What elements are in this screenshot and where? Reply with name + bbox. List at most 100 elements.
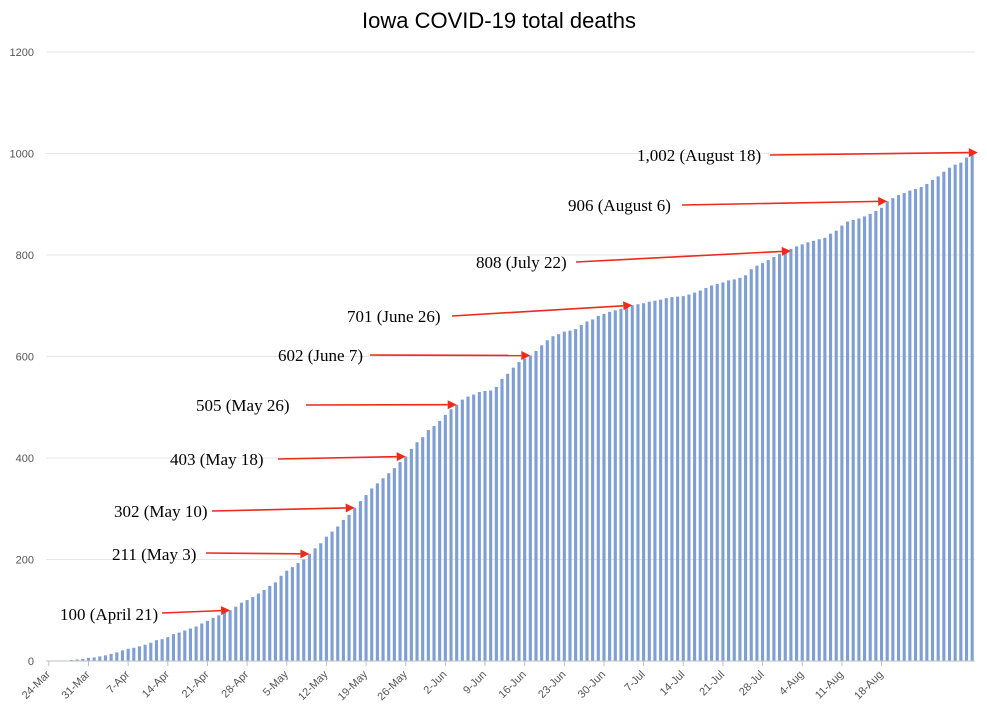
bar <box>879 207 884 662</box>
bar <box>693 292 697 661</box>
bar <box>885 201 889 661</box>
bar <box>851 219 855 662</box>
bar <box>789 248 793 661</box>
x-tick-label: 26-May <box>375 668 410 703</box>
bar <box>364 495 368 661</box>
bar <box>115 652 119 661</box>
bar <box>302 559 306 661</box>
bar <box>324 536 328 661</box>
bar <box>370 488 374 661</box>
annotation-arrowhead <box>300 549 310 559</box>
bar <box>930 179 935 661</box>
bar <box>828 233 833 661</box>
annotation-arrowhead <box>396 452 406 462</box>
annotation-label: 100 (April 21) <box>60 605 158 624</box>
y-tick-label: 600 <box>16 352 34 364</box>
annotation-label: 505 (May 26) <box>196 396 289 415</box>
bar <box>506 373 510 661</box>
annotation-arrow <box>451 304 624 317</box>
x-tick-label: 11-Aug <box>813 669 846 702</box>
bar <box>647 301 651 661</box>
bar <box>421 437 425 661</box>
bar <box>772 257 776 661</box>
x-tick-label: 21-Apr <box>180 668 212 700</box>
bar <box>279 575 283 661</box>
bar <box>806 242 810 661</box>
bar <box>188 628 193 661</box>
annotation-arrow <box>769 151 969 156</box>
bar <box>132 647 136 661</box>
bar <box>755 265 759 661</box>
annotation-label: 1,002 (August 18) <box>637 146 761 165</box>
bar <box>149 642 153 661</box>
x-tick-label: 18-Aug <box>852 669 886 703</box>
bar <box>103 655 108 661</box>
annotation-arrowhead <box>781 246 791 256</box>
bar <box>698 290 702 661</box>
annotation-arrow <box>681 200 879 206</box>
bar <box>494 386 498 661</box>
bar <box>687 294 691 661</box>
x-tick-label: 23-Jun <box>536 669 568 701</box>
annotation-label: 302 (May 10) <box>114 502 207 521</box>
bar <box>443 414 447 661</box>
bar <box>761 263 765 661</box>
bar <box>619 308 623 661</box>
annotation-label: 602 (June 7) <box>278 346 363 365</box>
bar <box>664 298 668 661</box>
bar <box>574 329 578 661</box>
annotation-arrow <box>277 455 397 460</box>
bar <box>268 585 272 661</box>
x-tick-label: 9-Jun <box>461 669 489 697</box>
x-tick-label: 14-Jul <box>658 669 688 699</box>
bar <box>200 623 204 661</box>
x-tick-label: 30-Jun <box>576 669 608 701</box>
bar <box>744 275 748 661</box>
bar <box>92 657 96 661</box>
chart-title: Iowa COVID-19 total deaths <box>362 8 636 33</box>
bar <box>812 240 816 662</box>
annotation-label: 906 (August 6) <box>568 196 671 215</box>
y-tick-label: 800 <box>16 250 34 262</box>
bar <box>551 336 555 661</box>
bar <box>727 280 731 661</box>
bar <box>783 250 787 661</box>
bar <box>585 321 589 661</box>
bar <box>557 334 561 661</box>
bar <box>81 658 85 661</box>
bar <box>823 237 827 661</box>
annotation-arrowhead <box>345 503 355 513</box>
bar <box>834 230 838 661</box>
bar <box>704 287 708 661</box>
x-tick-label: 31-Mar <box>59 668 92 701</box>
bar <box>732 279 736 661</box>
annotation-arrow <box>211 507 346 512</box>
bar <box>562 331 566 661</box>
bar <box>171 634 176 661</box>
bar <box>919 186 923 661</box>
x-tick-label: 24-Mar <box>20 668 53 701</box>
bar <box>613 310 617 661</box>
x-tick-label: 12-May <box>296 668 331 703</box>
annotation-label: 808 (July 22) <box>476 253 567 272</box>
bar <box>800 244 804 661</box>
bar <box>296 563 300 661</box>
bar <box>205 620 209 661</box>
bar <box>517 362 521 661</box>
bar <box>896 195 901 662</box>
bar <box>166 637 170 661</box>
bar <box>273 582 277 661</box>
bar <box>336 526 340 661</box>
bar <box>477 392 481 661</box>
annotation-arrow <box>575 250 782 263</box>
bar <box>460 399 464 661</box>
bar <box>659 299 663 661</box>
bar <box>398 462 402 661</box>
x-tick-label: 14-Apr <box>140 668 172 700</box>
x-tick-label: 28-Apr <box>219 668 251 700</box>
bar <box>721 282 725 661</box>
x-tick-label: 21-Jul <box>697 669 727 699</box>
x-tick-label: 4-Aug <box>777 669 806 698</box>
bar <box>183 630 187 661</box>
annotation-label: 403 (May 18) <box>170 450 263 469</box>
